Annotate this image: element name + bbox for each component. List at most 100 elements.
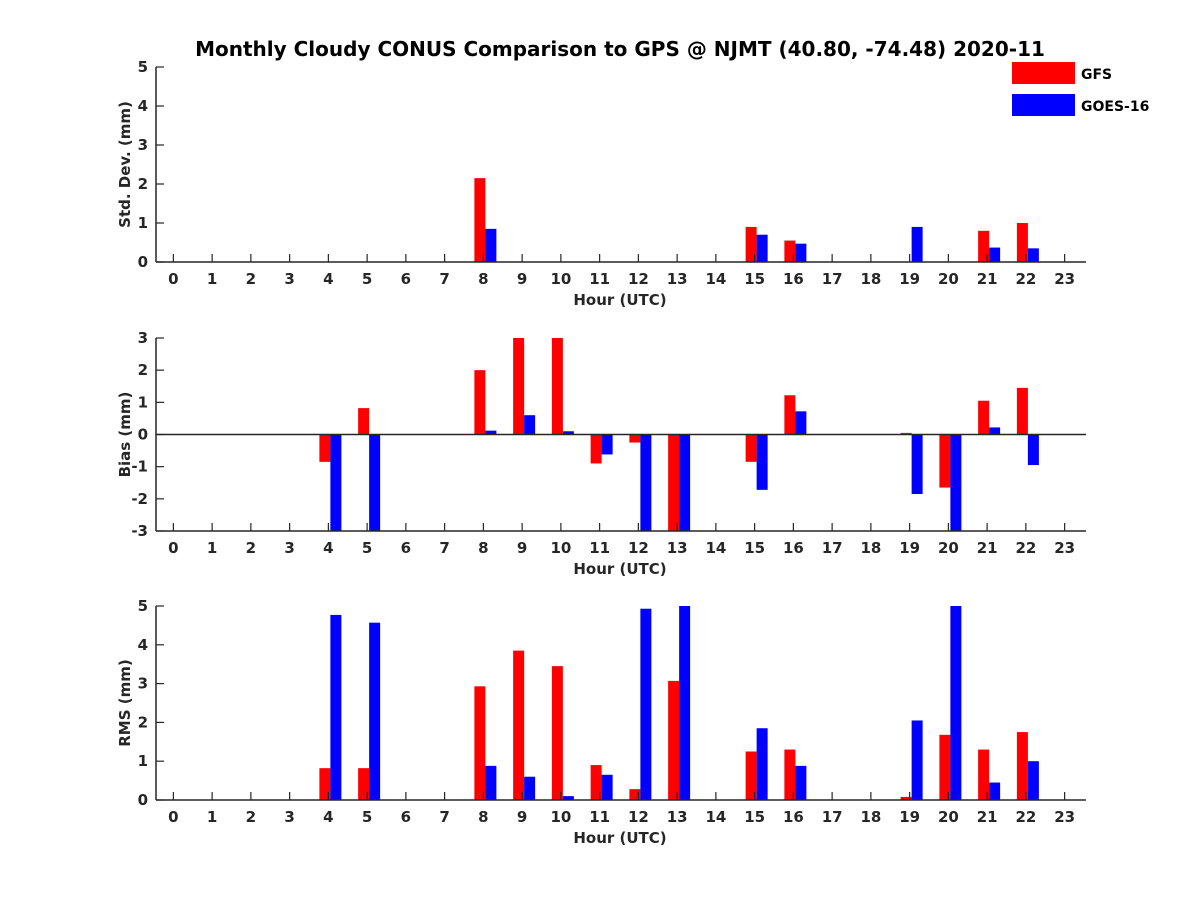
bar-goes-16-hour-16 xyxy=(795,243,807,262)
y-tick-label: 4 xyxy=(138,636,148,654)
x-tick-label: 3 xyxy=(284,539,294,557)
x-tick-label: 7 xyxy=(439,808,449,826)
x-tick-label: 14 xyxy=(705,808,726,826)
y-tick-label: 4 xyxy=(138,97,148,115)
x-tick-label: 12 xyxy=(628,270,649,288)
bar-gfs-hour-12 xyxy=(629,434,641,443)
x-tick-label: 19 xyxy=(899,539,920,557)
x-tick-label: 18 xyxy=(860,808,881,826)
bar-gfs-hour-19 xyxy=(900,432,912,435)
y-tick-label: 1 xyxy=(138,214,148,232)
bar-goes-16-hour-9 xyxy=(524,776,536,800)
bar-gfs-hour-12 xyxy=(629,789,641,800)
bar-goes-16-hour-15 xyxy=(756,434,768,490)
bar-goes-16-hour-10 xyxy=(562,796,574,800)
bar-goes-16-hour-12 xyxy=(640,608,652,800)
bar-gfs-hour-22 xyxy=(1016,223,1028,262)
bar-gfs-hour-9 xyxy=(513,650,525,800)
bar-gfs-hour-13 xyxy=(668,680,680,800)
x-tick-label: 3 xyxy=(284,808,294,826)
x-tick-label: 18 xyxy=(860,270,881,288)
bar-goes-16-hour-8 xyxy=(485,765,497,800)
legend-label-gfs: GFS xyxy=(1081,67,1112,83)
bar-gfs-hour-16 xyxy=(784,240,796,262)
x-tick-label: 18 xyxy=(860,539,881,557)
x-tick-label: 19 xyxy=(899,270,920,288)
x-tick-label: 22 xyxy=(1015,539,1036,557)
bar-goes-16-hour-16 xyxy=(795,411,807,435)
bar-goes-16-hour-19 xyxy=(911,434,923,495)
x-axis-label: Hour (UTC) xyxy=(573,291,666,309)
x-tick-label: 16 xyxy=(783,808,804,826)
bar-gfs-hour-21 xyxy=(978,400,990,435)
y-tick-label: 3 xyxy=(138,675,148,693)
x-tick-label: 5 xyxy=(362,539,372,557)
y-tick-label: 2 xyxy=(138,361,148,379)
bar-gfs-hour-22 xyxy=(1016,732,1028,800)
x-tick-label: 6 xyxy=(401,808,411,826)
x-tick-label: 5 xyxy=(362,808,372,826)
x-tick-label: 7 xyxy=(439,270,449,288)
x-tick-label: 2 xyxy=(246,808,256,826)
legend-label-goes-16: GOES-16 xyxy=(1081,99,1149,115)
x-tick-label: 2 xyxy=(246,270,256,288)
bar-gfs-hour-15 xyxy=(745,434,757,462)
x-tick-label: 21 xyxy=(977,270,998,288)
x-tick-label: 2 xyxy=(246,539,256,557)
bar-gfs-hour-8 xyxy=(474,178,486,262)
y-tick-label: -1 xyxy=(131,458,148,476)
x-tick-label: 23 xyxy=(1054,270,1075,288)
bar-gfs-hour-20 xyxy=(939,434,951,488)
x-tick-label: 12 xyxy=(628,539,649,557)
x-tick-label: 3 xyxy=(284,270,294,288)
x-tick-label: 21 xyxy=(977,539,998,557)
x-tick-label: 4 xyxy=(323,808,333,826)
bar-goes-16-hour-11 xyxy=(601,774,613,800)
x-tick-label: 10 xyxy=(550,808,571,826)
x-tick-label: 21 xyxy=(977,808,998,826)
x-tick-label: 15 xyxy=(744,808,765,826)
x-tick-label: 1 xyxy=(207,539,217,557)
bar-goes-16-hour-19 xyxy=(911,226,923,262)
x-tick-label: 11 xyxy=(589,539,610,557)
y-tick-label: 3 xyxy=(138,136,148,154)
x-tick-label: 14 xyxy=(705,539,726,557)
x-tick-label: 15 xyxy=(744,270,765,288)
x-tick-label: 6 xyxy=(401,270,411,288)
bar-gfs-hour-4 xyxy=(319,768,331,800)
x-tick-label: 8 xyxy=(478,270,488,288)
x-tick-label: 9 xyxy=(517,539,527,557)
bar-goes-16-hour-22 xyxy=(1027,761,1039,800)
bar-goes-16-hour-10 xyxy=(562,431,574,435)
x-tick-label: 1 xyxy=(207,808,217,826)
bar-gfs-hour-19 xyxy=(900,796,912,800)
bar-goes-16-hour-12 xyxy=(640,434,652,531)
y-tick-label: 1 xyxy=(138,393,148,411)
x-tick-label: 13 xyxy=(667,539,688,557)
bar-goes-16-hour-4 xyxy=(330,614,342,800)
x-tick-label: 0 xyxy=(168,539,178,557)
x-tick-label: 0 xyxy=(168,270,178,288)
bar-gfs-hour-5 xyxy=(358,408,370,435)
bar-goes-16-hour-19 xyxy=(911,720,923,800)
x-tick-label: 9 xyxy=(517,808,527,826)
x-tick-label: 10 xyxy=(550,270,571,288)
x-tick-label: 4 xyxy=(323,270,333,288)
x-tick-label: 19 xyxy=(899,808,920,826)
bar-goes-16-hour-5 xyxy=(369,434,381,531)
bar-goes-16-hour-13 xyxy=(679,606,691,800)
x-tick-label: 17 xyxy=(822,539,843,557)
y-tick-label: 2 xyxy=(138,175,148,193)
y-tick-label: -3 xyxy=(131,522,148,540)
bar-gfs-hour-20 xyxy=(939,734,951,800)
bar-gfs-hour-11 xyxy=(590,765,602,800)
y-axis-label: Bias (mm) xyxy=(116,392,134,478)
x-tick-label: 11 xyxy=(589,270,610,288)
x-tick-label: 17 xyxy=(822,808,843,826)
x-tick-label: 14 xyxy=(705,270,726,288)
bar-gfs-hour-21 xyxy=(978,749,990,800)
x-tick-label: 23 xyxy=(1054,808,1075,826)
y-tick-label: 1 xyxy=(138,752,148,770)
